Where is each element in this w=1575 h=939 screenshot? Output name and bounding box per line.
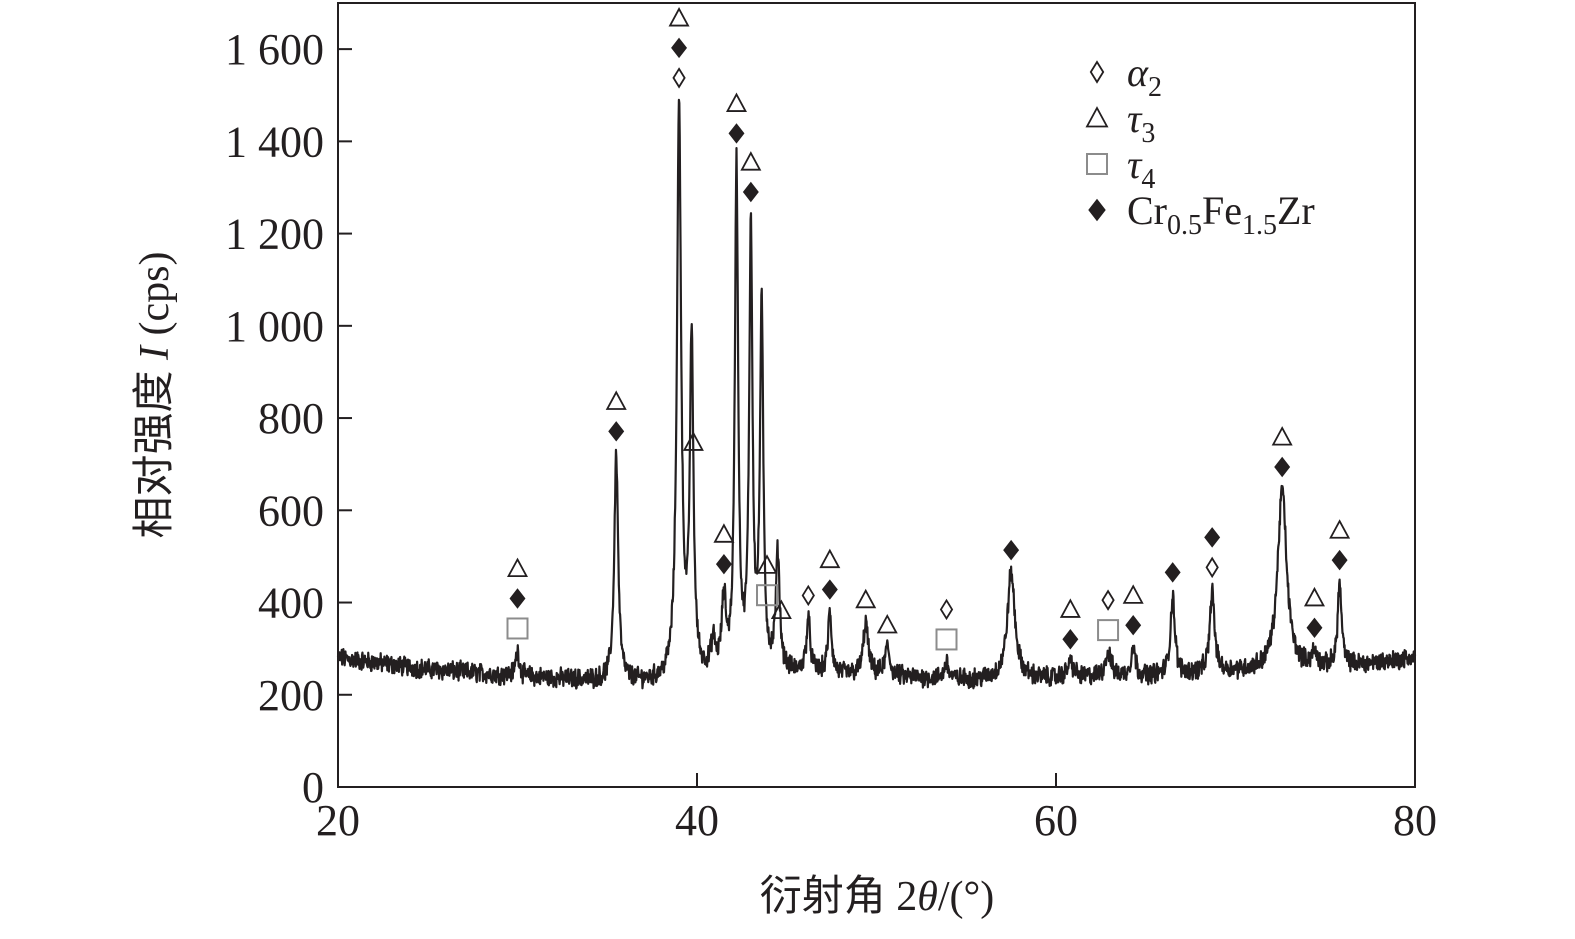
peak-annotation <box>740 151 762 203</box>
open-triangle-marker <box>605 390 627 410</box>
legend-entry: α2 <box>1089 50 1162 103</box>
open-triangle-marker <box>756 554 778 574</box>
filled-diamond-marker <box>1164 562 1181 583</box>
open-diamond-marker <box>1205 556 1219 579</box>
peak-annotation <box>756 554 779 607</box>
legend-label: Cr0.5Fe1.5Zr <box>1127 188 1315 241</box>
filled-diamond-marker <box>821 579 838 600</box>
legend-label: α2 <box>1127 50 1162 103</box>
plot-area <box>336 2 1417 788</box>
x-tick-label: 80 <box>1393 796 1437 845</box>
y-tick-label: 0 <box>302 763 324 812</box>
open-triangle-marker <box>770 599 792 619</box>
open-diamond-marker <box>939 598 954 621</box>
legend-entry: τ3 <box>1085 96 1155 149</box>
y-tick-label: 600 <box>258 486 324 535</box>
peak-annotation <box>713 523 735 575</box>
peak-annotation <box>1059 598 1081 650</box>
peak-annotation <box>725 92 747 144</box>
open-triangle-marker <box>1085 106 1109 128</box>
peak-annotation <box>1122 584 1144 636</box>
y-tick-label: 1 400 <box>225 117 324 166</box>
xrd-trace-line <box>336 98 1417 690</box>
y-axis-ticks: 0 200 400 600 800 1 000 1 200 1 400 1 600 <box>225 25 352 812</box>
x-tick-label: 40 <box>675 796 719 845</box>
filled-diamond-marker <box>1088 198 1106 222</box>
open-triangle-marker <box>819 548 841 569</box>
peak-annotation <box>682 431 704 451</box>
peak-annotation <box>1329 519 1351 571</box>
x-axis-title: 衍射角 2θ/(°) <box>760 874 995 920</box>
y-tick-label: 800 <box>258 394 324 443</box>
peak-annotations <box>506 7 1351 651</box>
x-axis-ticks: 20 40 60 80 <box>316 773 1437 845</box>
gray-square-marker <box>1086 153 1108 175</box>
peak-annotation <box>1204 527 1221 579</box>
open-triangle-marker <box>1329 519 1351 539</box>
filled-diamond-marker <box>1331 549 1348 571</box>
open-triangle-marker <box>1122 584 1144 604</box>
gray-square-marker <box>1097 619 1120 642</box>
peak-annotation <box>1303 586 1325 639</box>
filled-diamond-marker <box>742 181 759 203</box>
y-tick-label: 1 000 <box>225 302 324 351</box>
peak-annotation <box>819 548 841 600</box>
gray-square-marker <box>756 584 779 607</box>
legend-label: τ3 <box>1127 96 1155 149</box>
open-diamond-marker <box>801 584 815 607</box>
filled-diamond-marker <box>728 123 745 144</box>
filled-diamond-marker <box>1125 614 1142 636</box>
legend-label: τ4 <box>1127 142 1155 195</box>
filled-diamond-marker <box>1306 617 1323 639</box>
peak-annotation <box>1164 562 1181 583</box>
open-triangle-marker <box>725 92 747 112</box>
peak-annotation <box>935 598 958 651</box>
peak-annotation <box>770 599 792 619</box>
filled-diamond-marker <box>1274 456 1291 478</box>
peak-annotation <box>855 588 877 609</box>
open-triangle-marker <box>506 557 529 578</box>
y-tick-label: 1 600 <box>225 25 324 74</box>
plot-frame <box>337 2 1416 788</box>
legend-entry: τ4 <box>1086 142 1155 195</box>
peak-annotation <box>1003 539 1020 561</box>
filled-diamond-marker <box>1062 629 1079 650</box>
legend-entry: Cr0.5Fe1.5Zr <box>1088 188 1315 241</box>
peak-annotation <box>801 584 815 607</box>
y-axis-title: 相对强度 I (cps) <box>132 252 178 539</box>
filled-diamond-marker <box>671 37 688 59</box>
open-triangle-marker <box>855 588 877 609</box>
y-tick-label: 400 <box>258 579 324 628</box>
open-diamond-marker <box>1089 60 1105 84</box>
gray-square-marker <box>935 628 958 651</box>
open-triangle-marker <box>668 7 690 27</box>
peak-annotation <box>506 557 529 640</box>
filled-diamond-marker <box>1003 539 1020 561</box>
peak-annotation <box>1097 589 1120 642</box>
peak-annotation <box>668 7 690 89</box>
open-triangle-marker <box>1059 598 1081 618</box>
peak-annotation <box>876 613 898 634</box>
open-triangle-marker <box>740 151 762 171</box>
y-tick-label: 200 <box>258 671 324 720</box>
open-triangle-marker <box>713 523 735 543</box>
open-triangle-marker <box>682 431 704 451</box>
x-tick-label: 20 <box>316 796 360 845</box>
filled-diamond-marker <box>715 553 732 575</box>
open-diamond-marker <box>1101 589 1115 611</box>
open-diamond-marker <box>672 67 686 89</box>
open-triangle-marker <box>876 613 898 634</box>
filled-diamond-marker <box>608 421 625 442</box>
gray-square-marker <box>506 617 529 640</box>
open-triangle-marker <box>1303 586 1325 607</box>
peak-annotation <box>605 390 627 442</box>
y-tick-label: 1 200 <box>225 210 324 259</box>
x-tick-label: 60 <box>1034 796 1078 845</box>
filled-diamond-marker <box>509 588 526 609</box>
peak-annotation <box>1271 426 1293 478</box>
filled-diamond-marker <box>1204 527 1221 548</box>
open-triangle-marker <box>1271 426 1293 446</box>
